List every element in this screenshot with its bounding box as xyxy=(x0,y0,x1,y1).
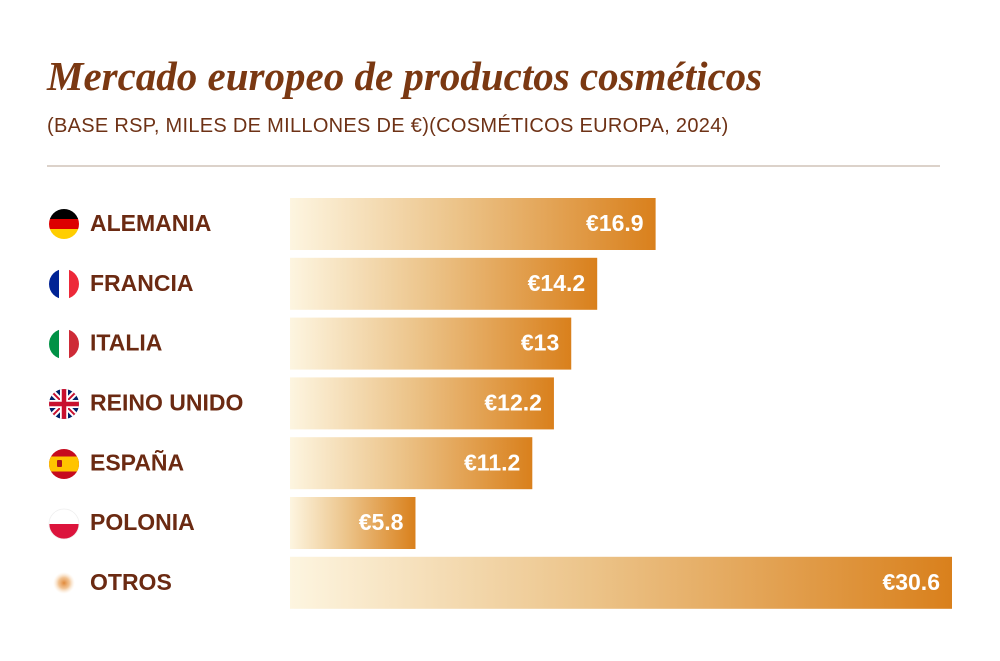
flag-poland xyxy=(48,508,80,540)
bar xyxy=(290,317,572,370)
value-label: €13 xyxy=(521,330,559,356)
chart-title: Mercado europeo de productos cosméticos xyxy=(46,53,762,99)
chart-subtitle: (BASE RSP, MILES DE MILLONES DE €)(COSMÉ… xyxy=(47,114,729,137)
bar xyxy=(290,497,416,549)
value-label: €14.2 xyxy=(528,270,586,296)
category-label: OTROS xyxy=(90,569,172,595)
category-label: REINO UNIDO xyxy=(90,389,243,415)
bar xyxy=(290,198,656,250)
flag-spain xyxy=(49,449,79,479)
category-label: FRANCIA xyxy=(90,270,194,296)
bar xyxy=(290,377,554,430)
value-label: €16.9 xyxy=(586,210,644,236)
bar xyxy=(290,437,533,490)
flag-italy xyxy=(49,329,79,359)
value-label: €5.8 xyxy=(359,509,404,535)
category-label: POLONIA xyxy=(90,509,195,535)
others-dot xyxy=(53,572,75,594)
flag-uk xyxy=(49,389,79,419)
bar xyxy=(290,556,952,609)
value-label: €12.2 xyxy=(484,389,542,415)
value-label: €30.6 xyxy=(882,569,940,595)
flag-france xyxy=(49,269,79,299)
category-label: ESPAÑA xyxy=(90,448,184,475)
flag-germany xyxy=(49,209,79,239)
value-label: €11.2 xyxy=(464,449,520,475)
category-label: ITALIA xyxy=(90,330,162,356)
category-label: ALEMANIA xyxy=(90,210,211,236)
bar xyxy=(290,257,598,310)
